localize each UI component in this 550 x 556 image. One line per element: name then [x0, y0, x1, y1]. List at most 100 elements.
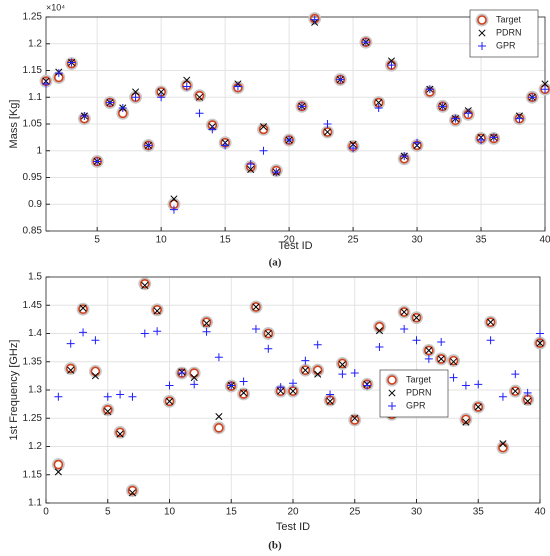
halo [447, 354, 460, 368]
cross-point [375, 99, 383, 107]
target-point [461, 414, 471, 425]
plus-point [461, 381, 470, 390]
cross-point [487, 318, 495, 326]
x-tick-label: 30 [411, 235, 423, 246]
plus-point [221, 141, 230, 150]
halo [163, 394, 176, 408]
target-point [152, 304, 162, 315]
target-point [510, 386, 521, 396]
cross-point [259, 123, 268, 131]
plus-point [528, 93, 537, 102]
y-tick-label: 0.9 [28, 199, 42, 210]
target-point [485, 317, 496, 328]
plus-point [323, 120, 332, 128]
target-point [53, 459, 64, 470]
cross-point [400, 308, 408, 316]
cross-point [195, 93, 204, 101]
x-tick-label: 15 [226, 507, 238, 518]
cross-point [301, 366, 309, 374]
plus-point [118, 103, 127, 112]
y-tick-label: 1.45 [23, 300, 43, 311]
halo [200, 315, 214, 329]
plus-point [413, 138, 422, 147]
plus-point [190, 380, 199, 389]
y-tick-label: 1.25 [23, 413, 43, 424]
halo [397, 305, 411, 319]
target-point [164, 396, 175, 407]
cross-point [375, 327, 384, 335]
cross-point [351, 414, 359, 422]
y-tick-label: 1.5 [28, 272, 42, 283]
halo [193, 89, 206, 103]
target-point [387, 375, 397, 385]
plus-point [536, 329, 544, 338]
plus-point [42, 79, 50, 88]
plus-point [388, 402, 396, 410]
y-tick-label: 0.95 [23, 172, 43, 183]
plus-point [177, 369, 186, 378]
halo [231, 81, 245, 95]
plus-point [91, 336, 100, 345]
cross-point [132, 88, 140, 96]
halo [308, 12, 322, 26]
target-point [65, 363, 76, 374]
plus-point [438, 102, 447, 111]
plus-point [103, 392, 112, 401]
axis-exponent: ×10⁴ [46, 2, 65, 12]
plus-point [489, 133, 498, 142]
halo [64, 362, 78, 375]
x-tick-label: 0 [43, 507, 49, 518]
plus-point [350, 369, 359, 378]
cross-point [157, 88, 165, 96]
y-tick-label: 1.15 [23, 469, 43, 480]
cross-point [190, 374, 198, 382]
caption: (b) [268, 540, 282, 552]
cross-point [183, 76, 191, 84]
halo [471, 400, 485, 414]
target-point [201, 317, 212, 328]
cross-point [425, 346, 433, 355]
x-tick-label: 40 [539, 235, 550, 246]
plus-point [541, 85, 549, 94]
plus-point [425, 85, 434, 94]
target-point [337, 358, 348, 369]
cross-point [474, 403, 482, 411]
cross-point [202, 319, 211, 327]
halo [103, 96, 117, 110]
plus-point [375, 343, 384, 352]
cross-point [478, 29, 486, 37]
halo [138, 277, 152, 291]
cross-point [153, 307, 161, 315]
halo [475, 13, 489, 27]
target-point [78, 304, 88, 315]
halo [508, 384, 522, 398]
halo [141, 138, 155, 152]
target-point [300, 365, 311, 376]
halo [385, 58, 398, 72]
plus-point [251, 324, 260, 333]
x-tick-label: 10 [164, 507, 176, 518]
x-tick-label: 15 [220, 235, 232, 246]
x-tick-label: 10 [156, 235, 168, 246]
target-point [127, 485, 138, 496]
cross-point [437, 355, 445, 363]
halo [224, 379, 238, 393]
plus-point [54, 69, 63, 78]
target-point [411, 312, 422, 323]
halo [533, 336, 547, 350]
plus-point [361, 38, 370, 47]
cross-point [252, 303, 260, 311]
target-point [322, 127, 333, 137]
halo [525, 90, 539, 104]
cross-point [462, 418, 470, 426]
cross-point [128, 489, 137, 497]
y-tick-label: 1.25 [23, 12, 43, 23]
cross-point [165, 397, 174, 405]
halo [65, 57, 79, 70]
legend-label: PDRN [496, 27, 522, 37]
plus-point [233, 82, 242, 91]
cross-point [91, 372, 99, 380]
halo [496, 441, 510, 455]
x-tick-label: 20 [287, 507, 299, 518]
